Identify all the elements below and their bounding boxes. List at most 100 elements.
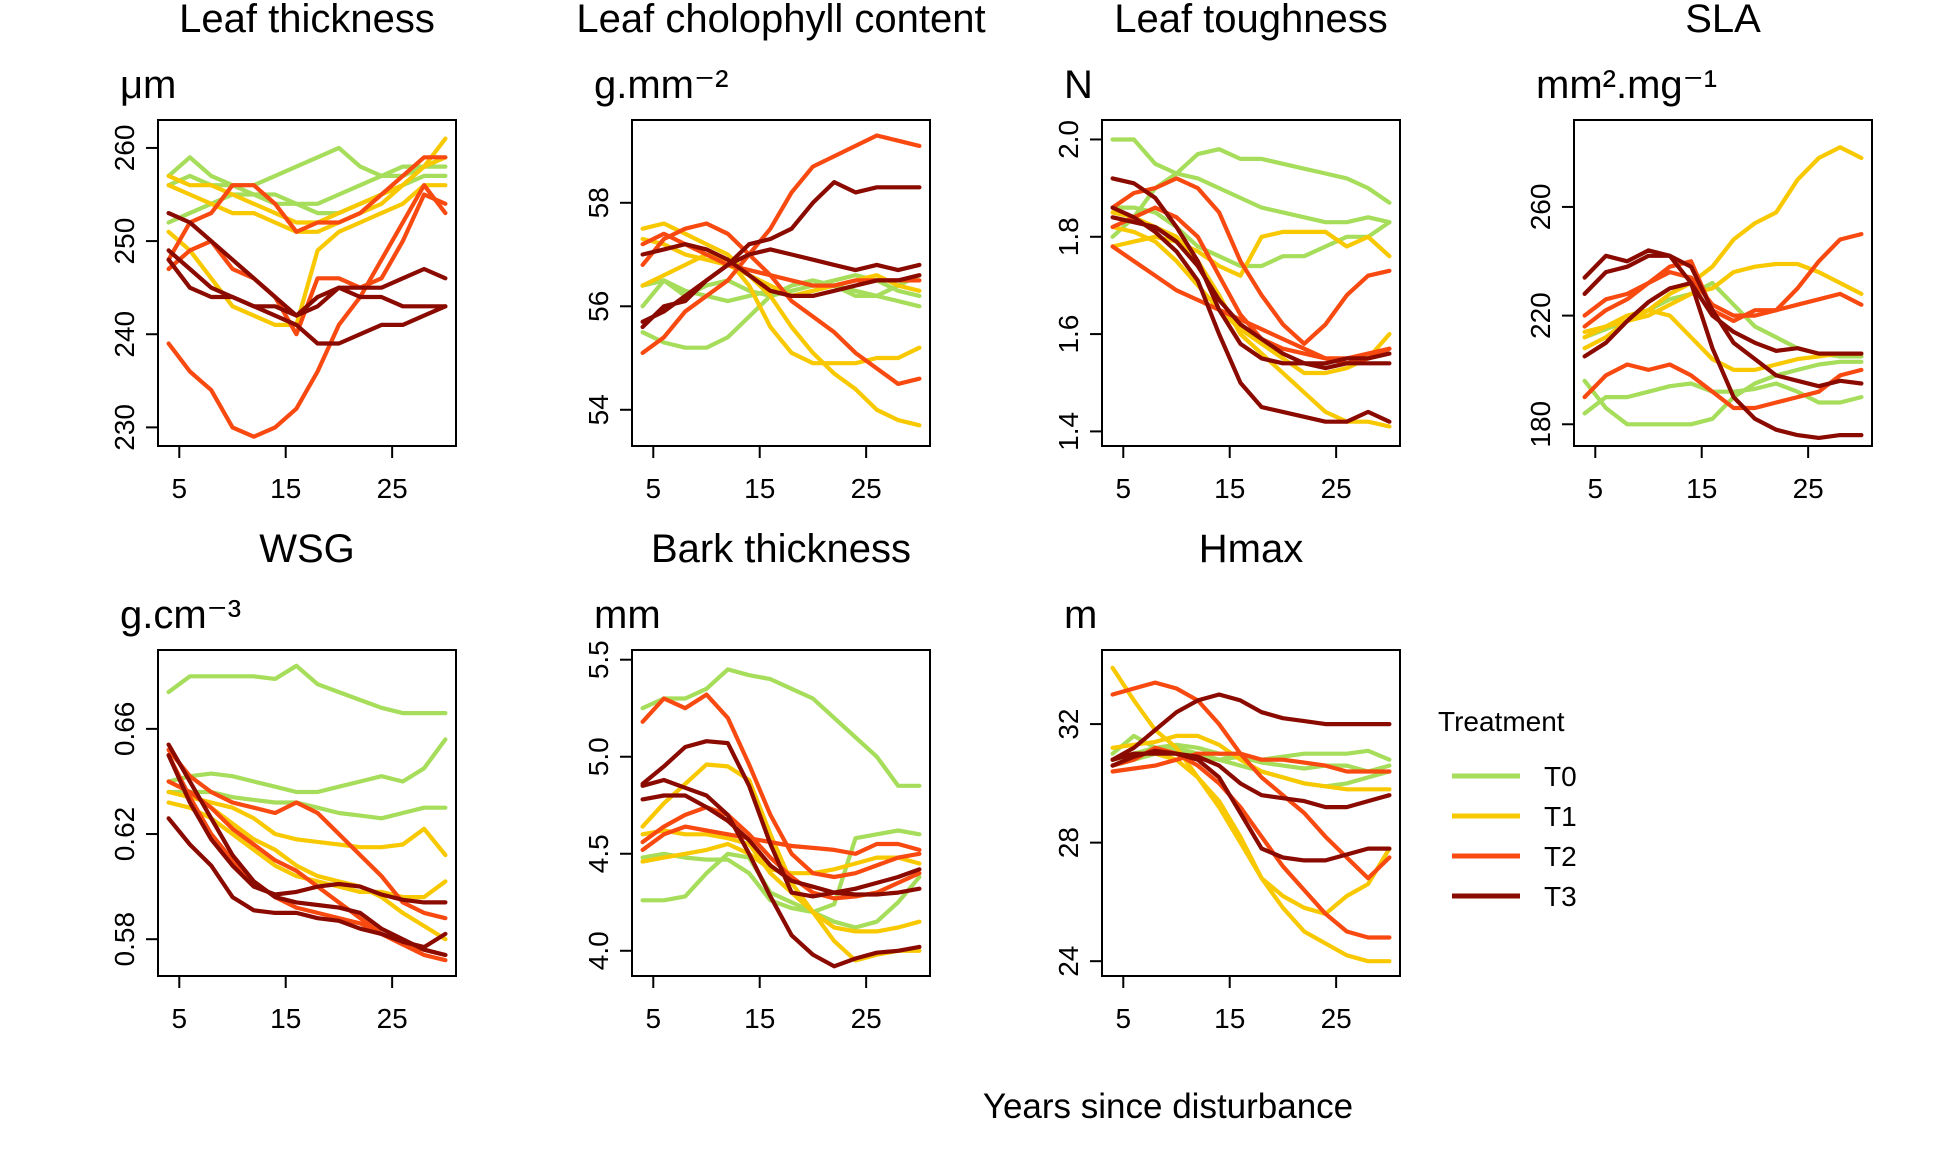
- legend-label: T2: [1544, 841, 1577, 872]
- y-tick-label: 260: [109, 125, 140, 172]
- y-tick-label: 32: [1053, 709, 1084, 740]
- x-tick-label: 15: [1214, 1003, 1245, 1034]
- series-line-t2: [166, 155, 448, 262]
- y-tick-label: 240: [109, 311, 140, 358]
- y-tick-label: 24: [1053, 946, 1084, 977]
- plot-frame: [1573, 119, 1873, 447]
- y-tick-label: 0.62: [109, 807, 140, 862]
- y-tick-label: 5.5: [583, 640, 614, 679]
- x-tick-label: 25: [1793, 473, 1824, 504]
- series-line-t3: [166, 257, 448, 346]
- series-line-t3: [640, 777, 922, 969]
- series-line-t1: [640, 221, 922, 428]
- series-line-t2: [640, 692, 922, 880]
- y-tick-label: 260: [1525, 184, 1556, 231]
- series-line-t3: [166, 742, 448, 958]
- series-line-t2: [1582, 270, 1864, 318]
- x-tick-label: 15: [744, 1003, 775, 1034]
- series-line-t3: [1110, 692, 1392, 762]
- series-line-t2: [640, 824, 922, 856]
- x-tick-label: 5: [645, 473, 661, 504]
- panel: Leaf toughness N 5 15 25 1.4 1.6 1.8 2.0: [1053, 0, 1401, 504]
- x-axis-label: Years since disturbance: [983, 1087, 1353, 1126]
- panel: SLA mm².mg⁻¹ 5 15 25 180 220 260: [1525, 0, 1873, 504]
- series-line-t2: [1110, 745, 1392, 940]
- series-line-t3: [1110, 215, 1392, 371]
- series-line-t0: [1110, 137, 1392, 205]
- series-line-t0: [640, 851, 922, 930]
- x-tick-label: 5: [1587, 473, 1603, 504]
- panel: WSG g.cm⁻³ 5 15 25 0.58 0.62 0.66: [109, 527, 457, 1034]
- panel-unit: mm: [594, 593, 661, 637]
- legend-label: T1: [1544, 801, 1577, 832]
- series-line-t0: [1110, 205, 1392, 269]
- series-line-t1: [640, 252, 922, 366]
- plot-frame: [1101, 649, 1401, 977]
- plot-frame: [1101, 119, 1401, 447]
- x-tick-label: 25: [851, 1003, 882, 1034]
- series-line-t0: [166, 737, 448, 795]
- x-tick-label: 5: [1115, 473, 1131, 504]
- x-tick-label: 15: [270, 1003, 301, 1034]
- y-tick-label: 1.4: [1053, 412, 1084, 451]
- series-line-t0: [166, 663, 448, 716]
- y-tick-label: 4.0: [583, 931, 614, 970]
- series-line-t1: [1110, 665, 1392, 964]
- panel-title: Bark thickness: [651, 527, 911, 571]
- panel-title: Leaf toughness: [1114, 0, 1388, 41]
- series-line-t3: [1110, 205, 1392, 424]
- x-tick-label: 25: [851, 473, 882, 504]
- y-tick-label: 1.8: [1053, 217, 1084, 256]
- series-line-t2: [1582, 232, 1864, 329]
- panel-unit: g.mm⁻²: [594, 63, 728, 107]
- panel-unit: g.cm⁻³: [120, 593, 241, 637]
- series-line-t0: [166, 145, 448, 188]
- legend-label: T3: [1544, 881, 1577, 912]
- series-line-t3: [1110, 748, 1392, 863]
- x-tick-label: 5: [645, 1003, 661, 1034]
- plot-frame: [631, 649, 931, 977]
- panel-unit: mm².mg⁻¹: [1536, 63, 1717, 107]
- series-line-t3: [166, 211, 448, 318]
- series-line-t2: [166, 183, 448, 439]
- legend: Treatment T0 T1 T2 T3: [1438, 706, 1577, 912]
- series-line-t0: [640, 828, 922, 915]
- series-line-t3: [166, 248, 448, 318]
- plot-frame: [157, 119, 457, 447]
- series-line-t3: [1582, 253, 1864, 389]
- series-line-t3: [1110, 176, 1392, 366]
- series-line-t3: [640, 739, 922, 899]
- y-tick-label: 56: [583, 291, 614, 322]
- panel: Leaf cholophyll content g.mm⁻² 5 15 25 54 56 58: [576, 0, 985, 504]
- panel-unit: μm: [120, 63, 176, 107]
- x-tick-label: 15: [270, 473, 301, 504]
- series-line-t3: [640, 242, 922, 298]
- x-tick-label: 5: [171, 1003, 187, 1034]
- y-tick-label: 0.58: [109, 912, 140, 967]
- x-tick-label: 15: [1214, 473, 1245, 504]
- y-tick-label: 230: [109, 404, 140, 451]
- panel: Bark thickness mm 5 15 25 4.0 4.5 5.0 5.5: [583, 527, 931, 1034]
- panel-title: Leaf cholophyll content: [576, 0, 985, 41]
- series-line-t2: [640, 133, 922, 355]
- y-tick-label: 58: [583, 187, 614, 218]
- y-tick-label: 220: [1525, 292, 1556, 339]
- series-line-t3: [166, 816, 448, 950]
- x-tick-label: 5: [1115, 1003, 1131, 1034]
- y-tick-label: 28: [1053, 827, 1084, 858]
- x-tick-label: 25: [1321, 473, 1352, 504]
- series-line-t1: [640, 828, 922, 934]
- plot-frame: [157, 649, 457, 977]
- series-line-t0: [1582, 359, 1864, 427]
- series-line-t3: [1582, 280, 1864, 440]
- y-tick-label: 54: [583, 394, 614, 425]
- x-tick-label: 5: [171, 473, 187, 504]
- x-tick-label: 25: [1321, 1003, 1352, 1034]
- series-line-t3: [1110, 751, 1392, 810]
- series-line-t3: [166, 753, 448, 905]
- series-line-t3: [640, 793, 922, 897]
- series-line-t2: [1110, 680, 1392, 881]
- panel-title: Hmax: [1199, 527, 1303, 571]
- legend-title: Treatment: [1438, 706, 1565, 737]
